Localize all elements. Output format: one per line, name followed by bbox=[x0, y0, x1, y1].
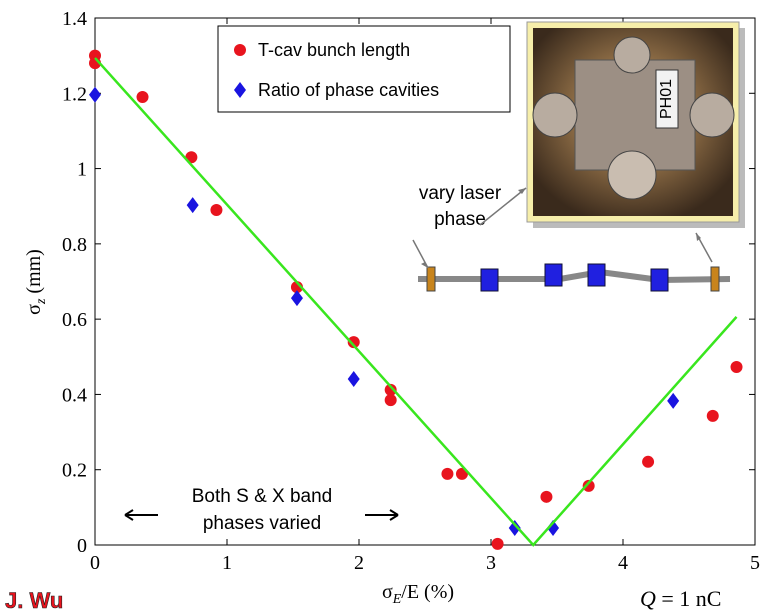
data-point bbox=[706, 409, 719, 422]
charge-rest: = 1 nC bbox=[656, 586, 722, 611]
y-tick-label: 0.4 bbox=[62, 384, 87, 406]
x-axis-label: σE/E (%) bbox=[382, 581, 454, 607]
data-point bbox=[347, 336, 360, 349]
y-tick-label: 0.2 bbox=[62, 460, 87, 482]
data-point bbox=[384, 394, 397, 407]
legend-label: T-cav bunch length bbox=[258, 40, 410, 60]
plot-frame bbox=[94, 17, 756, 546]
y-axis-label: σz (mm) bbox=[23, 249, 49, 315]
photo-inset: PH01 bbox=[526, 21, 745, 228]
legend-label: Ratio of phase cavities bbox=[258, 80, 439, 100]
x-label-sub: E bbox=[392, 592, 402, 607]
x-label-main: σ bbox=[382, 581, 393, 603]
author: J. Wu bbox=[5, 588, 63, 611]
data-point bbox=[508, 520, 521, 537]
data-point bbox=[347, 370, 360, 387]
legend-marker bbox=[234, 82, 246, 98]
band-note: Both S & X band bbox=[192, 486, 333, 507]
data-point bbox=[89, 86, 101, 103]
beamline bbox=[412, 187, 731, 292]
data-point bbox=[210, 203, 223, 216]
annotation-arrows bbox=[124, 509, 399, 521]
y-tick-label: 0.8 bbox=[62, 234, 87, 256]
legend-marker bbox=[234, 44, 246, 56]
laser-note: phase bbox=[434, 209, 486, 230]
data-point bbox=[642, 455, 655, 468]
x-tick-label: 1 bbox=[222, 552, 232, 574]
y-tick-label: 0.6 bbox=[62, 309, 87, 331]
x-tick-label: 2 bbox=[354, 552, 364, 574]
data-point bbox=[547, 520, 560, 537]
fit-line bbox=[94, 57, 738, 547]
data-point bbox=[667, 392, 680, 409]
data-point bbox=[540, 490, 553, 503]
y-label-rest: (mm) bbox=[23, 249, 45, 298]
data-point bbox=[730, 360, 743, 373]
y-tick-label: 1.4 bbox=[62, 8, 87, 30]
x-tick-label: 3 bbox=[486, 552, 496, 574]
legend-box bbox=[217, 25, 511, 113]
charge-q: Q bbox=[640, 586, 656, 611]
x-tick-label: 5 bbox=[750, 552, 760, 574]
y-label-sub: z bbox=[34, 298, 49, 305]
data-point bbox=[186, 197, 199, 214]
data-point bbox=[290, 290, 303, 307]
data-point bbox=[491, 537, 504, 550]
x-tick-label: 4 bbox=[618, 552, 628, 574]
laser-note: vary laser bbox=[419, 183, 502, 204]
y-tick-label: 1.2 bbox=[62, 83, 87, 105]
data-point bbox=[136, 91, 149, 104]
y-tick-label: 1 bbox=[77, 159, 87, 181]
x-label-rest: /E (%) bbox=[401, 581, 454, 603]
photo-label: PH01 bbox=[658, 79, 675, 119]
data-point bbox=[384, 383, 397, 396]
band-note: phases varied bbox=[203, 513, 321, 534]
x-tick-label: 0 bbox=[90, 552, 100, 574]
data-point bbox=[582, 479, 595, 492]
y-label-main: σ bbox=[23, 304, 45, 315]
data-point bbox=[441, 467, 454, 480]
y-tick-label: 0 bbox=[77, 535, 87, 557]
charge-label: Q = 1 nC bbox=[640, 586, 721, 611]
